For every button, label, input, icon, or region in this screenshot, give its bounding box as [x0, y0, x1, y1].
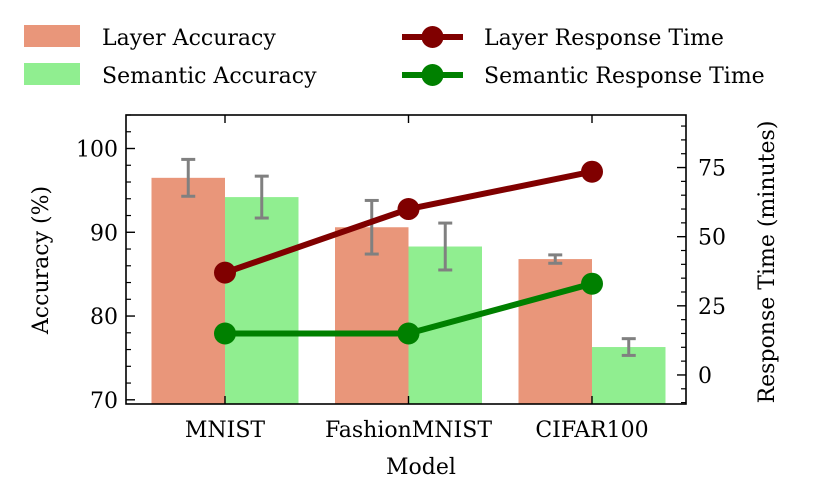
- x-axis-label: Model: [386, 455, 456, 480]
- error-bar-semantic-cifar100: [621, 337, 636, 357]
- marker-layer-cifar100: [581, 160, 603, 183]
- axes: 70 80 90 100 0 25 50 75 MNIST FashionMNIST CIFAR10…: [76, 114, 726, 443]
- legend-label: Semantic Response Time: [484, 64, 765, 89]
- error-bar-layer-mnist: [181, 157, 196, 198]
- y2-tick-label: 50: [698, 226, 726, 251]
- bars: [151, 177, 666, 404]
- plot-frame: [125, 114, 687, 405]
- legend-item-semantic-accuracy: Semantic Accuracy: [24, 63, 317, 89]
- bar-layer-cifar100: [518, 259, 592, 404]
- legend-item-layer-accuracy: Layer Accuracy: [24, 25, 276, 51]
- marker-semantic-fashionmnist: [397, 322, 420, 345]
- x-tick-label-cifar100: CIFAR100: [535, 418, 648, 443]
- error-bars: [181, 157, 636, 357]
- error-bar-semantic-mnist: [254, 174, 269, 220]
- legend: Layer Accuracy Semantic Accuracy Layer Res…: [24, 25, 765, 89]
- error-bar-layer-cifar100: [548, 253, 563, 265]
- legend-swatch: [24, 25, 80, 47]
- legend-swatch-marker: [421, 64, 444, 86]
- bar-semantic-mnist: [225, 197, 299, 404]
- y-tick-label: 100: [76, 138, 118, 163]
- legend-label: Layer Accuracy: [102, 26, 276, 51]
- x-tick-label-mnist: MNIST: [185, 418, 266, 443]
- y2-tick-label: 25: [698, 295, 726, 320]
- legend-swatch: [24, 63, 80, 85]
- legend-label: Semantic Accuracy: [102, 64, 317, 89]
- error-bar-layer-fashionmnist: [364, 198, 379, 256]
- legend-label: Layer Response Time: [484, 26, 724, 51]
- y-axis-label: Accuracy (%): [29, 186, 54, 335]
- bar-layer-mnist: [151, 177, 225, 404]
- legend-item-layer-response-time: Layer Response Time: [402, 26, 724, 51]
- error-bar-semantic-fashionmnist: [438, 221, 453, 272]
- y2-tick-label: 75: [698, 157, 726, 182]
- legend-swatch-marker: [421, 26, 444, 48]
- y2-tick-label: 0: [698, 364, 712, 389]
- bar-layer-fashionmnist: [335, 227, 409, 404]
- y-tick-label: 80: [90, 305, 118, 330]
- y-tick-label: 70: [90, 389, 118, 414]
- x-tick-label-fashionmnist: FashionMNIST: [325, 418, 492, 443]
- marker-semantic-cifar100: [581, 272, 603, 295]
- legend-item-semantic-response-time: Semantic Response Time: [402, 64, 765, 89]
- response-time-lines: [214, 160, 603, 345]
- y-tick-label: 90: [90, 221, 118, 246]
- marker-layer-fashionmnist: [397, 198, 420, 221]
- marker-layer-mnist: [214, 261, 236, 284]
- y2-axis-label: Response Time (minutes): [755, 121, 780, 404]
- marker-semantic-mnist: [214, 322, 236, 345]
